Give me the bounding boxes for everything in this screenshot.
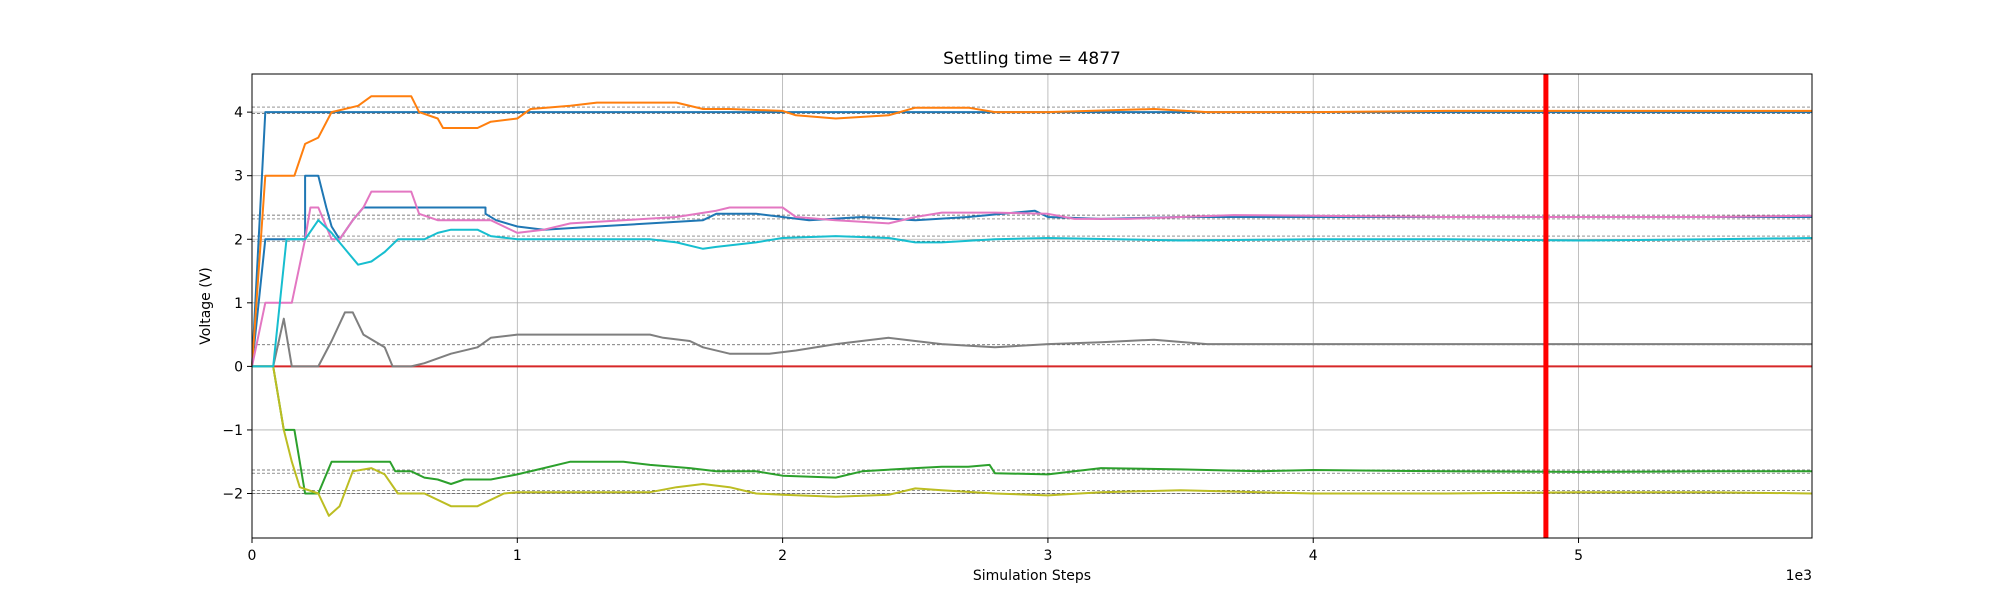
y-tick-label: 3: [234, 169, 243, 185]
series-line: [251, 190, 1813, 367]
x-tick-label: 0: [248, 548, 257, 564]
y-axis-label: Voltage (V): [198, 267, 214, 344]
x-ticks: 0 1 2 3 4 5: [248, 538, 1583, 564]
plot-frame: [251, 73, 1813, 539]
series-line: [252, 365, 1812, 495]
chart-title: Settling time = 4877: [943, 49, 1121, 69]
x-tick-label: 4: [1309, 548, 1318, 564]
series-lines: [251, 95, 1813, 517]
x-tick-label: 2: [778, 548, 787, 564]
y-ticks: −2 −1 0 1 2 3 4: [222, 105, 252, 503]
y-tick-label: −2: [222, 487, 243, 503]
series-line: [252, 219, 1813, 368]
series-line: [252, 365, 1813, 517]
y-tick-label: 4: [234, 105, 243, 121]
x-axis-offset-label: 1e3: [1786, 568, 1812, 584]
x-tick-label: 3: [1043, 548, 1052, 564]
x-axis-label: Simulation Steps: [973, 568, 1091, 584]
series-line: [252, 311, 1812, 368]
y-tick-label: 2: [234, 232, 243, 248]
y-tick-label: 1: [234, 296, 243, 312]
y-tick-label: −1: [222, 423, 243, 439]
series-line: [251, 95, 1812, 367]
x-tick-label: 5: [1574, 548, 1583, 564]
y-tick-label: 0: [234, 359, 243, 375]
series-line: [251, 174, 1812, 367]
grid: [251, 74, 1812, 538]
x-tick-label: 1: [513, 548, 522, 564]
reference-lines: [252, 106, 1812, 494]
